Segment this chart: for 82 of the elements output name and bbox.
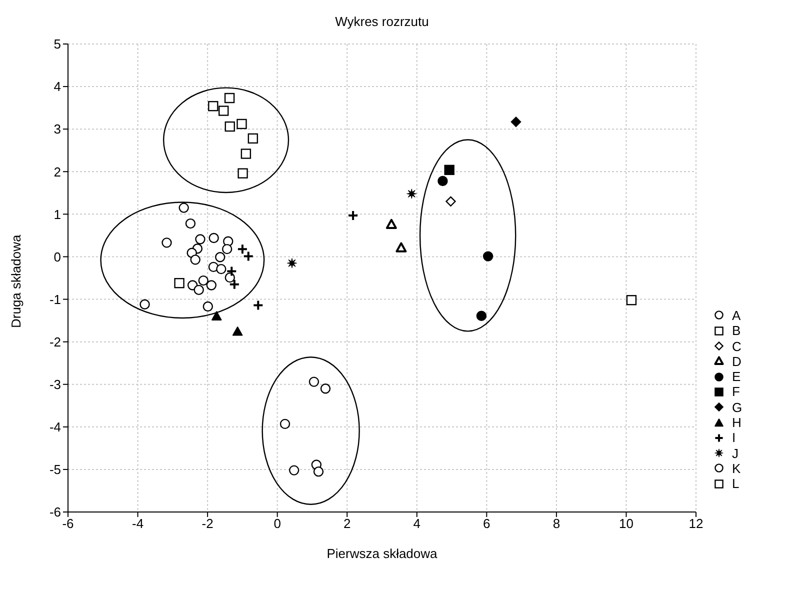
point	[320, 384, 331, 394]
legend-label: C	[732, 338, 742, 354]
point	[226, 266, 238, 277]
legend-label: H	[732, 415, 742, 430]
point	[396, 242, 407, 252]
y-tick-label: 5	[54, 36, 61, 52]
point	[162, 238, 172, 248]
legend-label: B	[732, 323, 741, 338]
y-tick-label: -2	[49, 334, 61, 350]
point	[222, 244, 232, 254]
point	[206, 280, 216, 290]
point	[280, 418, 290, 430]
point	[216, 264, 226, 274]
point	[386, 218, 397, 229]
point	[208, 232, 219, 244]
legend-label: E	[732, 369, 741, 384]
point	[444, 164, 454, 176]
point	[438, 176, 448, 186]
point	[174, 278, 184, 288]
point	[218, 106, 229, 116]
y-tick-label: -6	[49, 504, 61, 520]
point	[194, 284, 204, 296]
y-tick-label: 0	[54, 249, 61, 264]
x-tick-label: 10	[618, 516, 634, 532]
point	[288, 465, 300, 476]
legend-label: G	[732, 400, 742, 415]
point	[313, 466, 324, 477]
y-tick-label: -4	[49, 420, 61, 435]
point	[476, 310, 487, 321]
point	[248, 133, 258, 144]
point	[185, 218, 196, 229]
legend-label: K	[732, 460, 741, 476]
point	[198, 275, 208, 286]
point	[510, 116, 522, 127]
x-tick-label: -4	[132, 516, 144, 532]
y-tick-label: 2	[54, 164, 61, 180]
point	[190, 254, 200, 265]
y-tick-label: 3	[54, 122, 61, 137]
point	[252, 300, 264, 311]
point	[308, 376, 320, 387]
point	[202, 301, 214, 312]
x-tick-label: 0	[274, 516, 281, 532]
point	[286, 258, 298, 268]
x-tick-label: 6	[483, 516, 490, 532]
y-axis-title: Druga składowa	[8, 234, 24, 328]
point	[224, 121, 235, 132]
point	[232, 326, 243, 336]
y-tick-label: -3	[49, 376, 61, 392]
x-tick-label: 12	[688, 516, 704, 532]
point	[224, 272, 235, 283]
legend-label: J	[732, 446, 738, 461]
legend-label: A	[732, 308, 741, 323]
point	[224, 92, 235, 104]
y-tick-label: -5	[49, 462, 61, 478]
x-tick-label: -2	[202, 516, 214, 532]
y-tick-label: 1	[54, 206, 61, 222]
legend-label: F	[732, 384, 740, 400]
point	[228, 278, 240, 290]
y-tick-label: -1	[49, 292, 61, 307]
point	[406, 188, 417, 199]
point	[240, 148, 252, 159]
point	[178, 202, 189, 213]
y-tick-label: 4	[54, 79, 61, 94]
point	[195, 234, 206, 244]
point	[215, 252, 226, 262]
point	[482, 251, 494, 262]
x-tick-label: 2	[343, 516, 351, 532]
point	[238, 168, 248, 178]
point	[140, 299, 150, 310]
legend-label: D	[732, 354, 742, 369]
x-axis-title: Pierwsza składowa	[326, 546, 438, 561]
x-tick-label: 4	[413, 516, 421, 532]
point	[446, 196, 456, 207]
point	[348, 210, 359, 221]
point	[626, 295, 637, 306]
legend-label: L	[732, 476, 740, 492]
point	[212, 311, 222, 320]
point	[208, 101, 218, 112]
chart-title: Wykres rozrzutu	[334, 14, 430, 29]
point	[236, 118, 247, 130]
x-tick-label: 8	[552, 516, 560, 532]
legend-label: I	[732, 430, 736, 446]
